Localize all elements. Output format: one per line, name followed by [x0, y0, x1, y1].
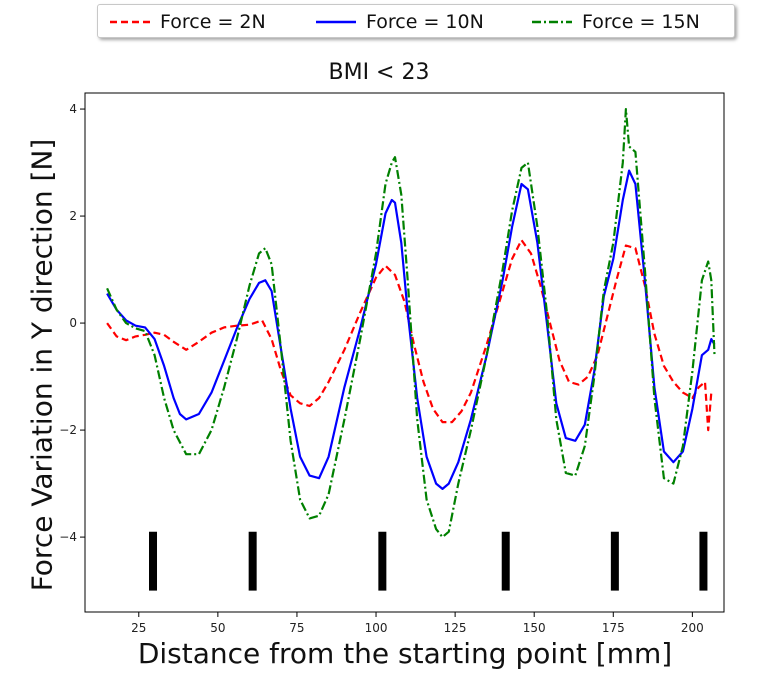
- legend-label: Force = 10N: [366, 11, 484, 33]
- legend-label: Force = 15N: [582, 11, 700, 33]
- x-tick-label: 50: [210, 621, 225, 635]
- legend-label: Force = 2N: [160, 11, 266, 33]
- x-tick-label: 150: [523, 621, 546, 635]
- chart-title: BMI < 23: [328, 60, 430, 85]
- marker-bar: [501, 531, 510, 591]
- marker-bar: [149, 531, 158, 591]
- legend-item-2n: Force = 2N: [110, 5, 266, 39]
- marker-bar: [378, 531, 387, 591]
- marker-bar: [248, 531, 257, 591]
- plot-frame: [84, 92, 725, 613]
- x-axis-label: Distance from the starting point [mm]: [137, 637, 673, 670]
- x-tick-label: 100: [365, 621, 388, 635]
- x-tick-label: 25: [131, 621, 146, 635]
- legend-item-15n: Force = 15N: [532, 5, 700, 39]
- plot-area: [106, 107, 716, 591]
- axes: 25 50 75 100 125 150 175 200 −4 −2 0 2 4: [59, 92, 725, 635]
- y-tick-label: −4: [59, 530, 77, 544]
- y-tick-label: 2: [69, 209, 77, 223]
- x-tick-label: 200: [681, 621, 704, 635]
- y-tick-label: 4: [69, 102, 77, 116]
- y-axis-label: Force Variation in Y direction [N]: [25, 138, 59, 592]
- legend: Force = 2N Force = 10N Force = 15N: [97, 4, 735, 38]
- x-tick-label: 125: [444, 621, 467, 635]
- series-line-2n: [106, 239, 713, 432]
- legend-item-10n: Force = 10N: [316, 5, 484, 39]
- marker-bar: [699, 531, 708, 591]
- x-tick-label: 175: [602, 621, 625, 635]
- series-line-15n: [106, 107, 716, 539]
- y-tick-label: −2: [59, 423, 77, 437]
- x-tick-label: 75: [289, 621, 304, 635]
- series-line-10n: [106, 169, 716, 490]
- marker-bar: [610, 531, 619, 591]
- y-tick-label: 0: [69, 316, 77, 330]
